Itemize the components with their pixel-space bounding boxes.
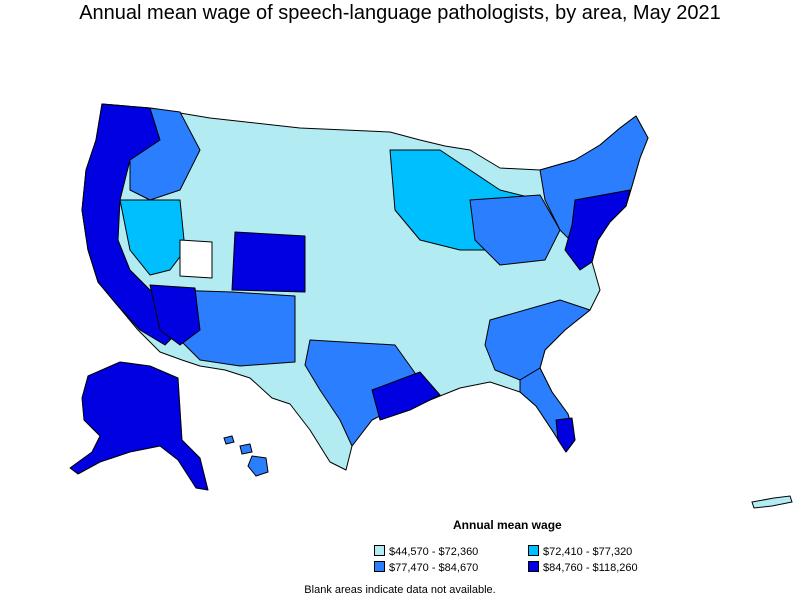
puerto-rico: [751, 495, 793, 509]
region-megalopolis: [564, 189, 631, 271]
region-south-florida: [555, 417, 576, 453]
legend-label-2: $72,410 - $77,320: [543, 546, 633, 558]
legend-title: Annual mean wage: [453, 518, 562, 532]
region-puerto-rico: [751, 495, 793, 509]
region-ohio-valley: [469, 194, 561, 266]
region-nevada: [119, 199, 186, 276]
alaska: [69, 361, 209, 491]
legend-item-4: $84,760 - $118,260: [528, 561, 638, 575]
region-arizona-newmexico: [169, 289, 296, 367]
region-hawaii-maui: [239, 443, 253, 455]
lower-48-states: [81, 103, 649, 471]
map-title: Annual mean wage of speech-language path…: [79, 2, 721, 24]
footnote: Blank areas indicate data not available.: [304, 584, 496, 596]
region-east-texas: [304, 339, 421, 447]
region-gulf-coast: [371, 371, 441, 421]
legend-swatch-2: [528, 545, 539, 556]
legend-label-3: $77,470 - $84,670: [389, 562, 479, 574]
region-hawaii-oahu: [223, 435, 235, 445]
legend-label-4: $84,760 - $118,260: [543, 562, 638, 574]
region-southeast: [484, 299, 591, 381]
legend-swatch-1: [374, 545, 385, 556]
legend-item-3: $77,470 - $84,670: [374, 561, 478, 575]
region-utah-nodata: [179, 239, 213, 279]
legend-swatch-3: [374, 561, 385, 572]
legend-swatch-4: [528, 561, 539, 572]
region-hawaii-big-island: [247, 455, 269, 477]
region-colorado: [231, 231, 306, 293]
legend-item-1: $44,570 - $72,360: [374, 545, 478, 559]
legend-label-1: $44,570 - $72,360: [389, 546, 479, 558]
region-northeast: [539, 115, 649, 251]
region-alaska: [69, 361, 209, 491]
region-southern-arizona: [149, 284, 201, 346]
hawaii: [223, 435, 269, 477]
legend-item-2: $72,410 - $77,320: [528, 545, 632, 559]
